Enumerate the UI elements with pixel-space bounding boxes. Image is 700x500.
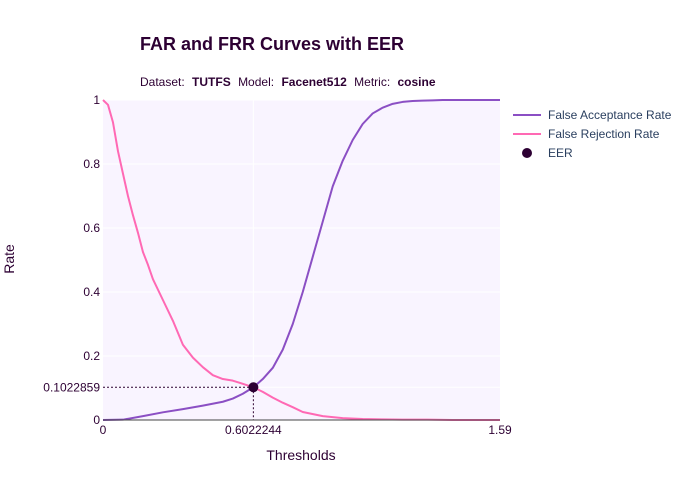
legend-eer-label: EER [548, 146, 573, 160]
legend-item-eer[interactable]: EER [522, 146, 573, 160]
x-tick-label: 0 [100, 423, 107, 437]
legend-item-far[interactable]: False Acceptance Rate [513, 108, 672, 122]
series-layer [102, 99, 500, 421]
subtitle-model-value: Facenet512 [281, 75, 347, 89]
subtitle-metric-value: cosine [398, 75, 436, 89]
y-tick-label: 1 [93, 93, 100, 107]
subtitle-dataset-value: TUTFS [192, 75, 231, 89]
plot-area [103, 100, 500, 420]
y-tick-label: 0.4 [83, 285, 100, 299]
legend-frr-label: False Rejection Rate [548, 127, 660, 141]
frr-series-line [102, 99, 500, 421]
chart-subtitle: Dataset: TUTFS Model: Facenet512 Metric:… [140, 75, 436, 89]
legend-item-frr[interactable]: False Rejection Rate [513, 127, 660, 141]
subtitle-dataset-label: Dataset: [140, 75, 185, 89]
y-tick-label: 0.8 [83, 157, 100, 171]
tick-labels: 0 0.1022859 0.2 0.4 0.6 0.8 1 0 0.6022244 1.59 [43, 93, 512, 437]
far-series-line [102, 99, 500, 421]
chart-title: FAR and FRR Curves with EER [140, 34, 404, 54]
eer-marker[interactable] [248, 382, 259, 393]
y-tick-label: 0.2 [83, 349, 100, 363]
legend-eer-swatch [522, 148, 532, 158]
x-tick-label: 1.59 [488, 423, 512, 437]
legend-far-label: False Acceptance Rate [548, 108, 672, 122]
grid-lines [103, 99, 500, 420]
x-tick-label: 0.6022244 [225, 423, 282, 437]
subtitle-model-label: Model: [238, 75, 274, 89]
y-tick-label: 0 [93, 413, 100, 427]
y-tick-label: 0.6 [83, 221, 100, 235]
eer-reference-lines [103, 386, 254, 420]
eer-marker-layer [248, 382, 259, 393]
y-axis-title: Rate [1, 244, 17, 274]
y-tick-label: 0.1022859 [43, 380, 100, 394]
subtitle-metric-label: Metric: [354, 75, 390, 89]
legend[interactable]: False Acceptance Rate False Rejection Ra… [513, 108, 672, 160]
x-axis-title: Thresholds [266, 447, 335, 463]
